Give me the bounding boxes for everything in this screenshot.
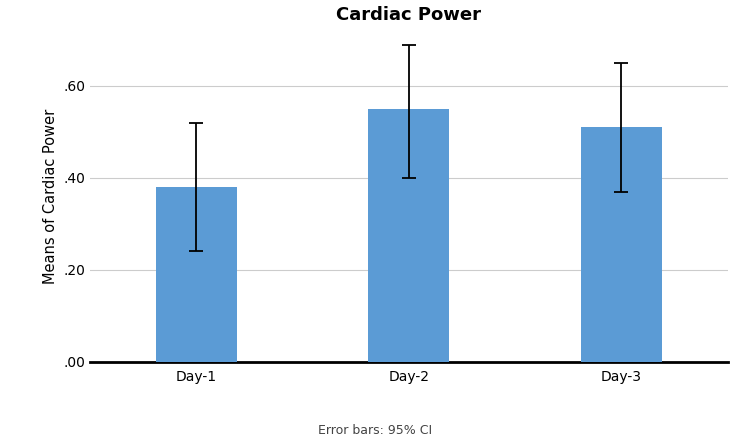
- Text: Error bars: 95% CI: Error bars: 95% CI: [318, 424, 432, 437]
- Y-axis label: Means of Cardiac Power: Means of Cardiac Power: [43, 108, 58, 284]
- Bar: [368, 109, 449, 362]
- Title: Cardiac Power: Cardiac Power: [336, 6, 482, 24]
- Bar: [580, 127, 662, 362]
- Bar: [156, 187, 237, 362]
